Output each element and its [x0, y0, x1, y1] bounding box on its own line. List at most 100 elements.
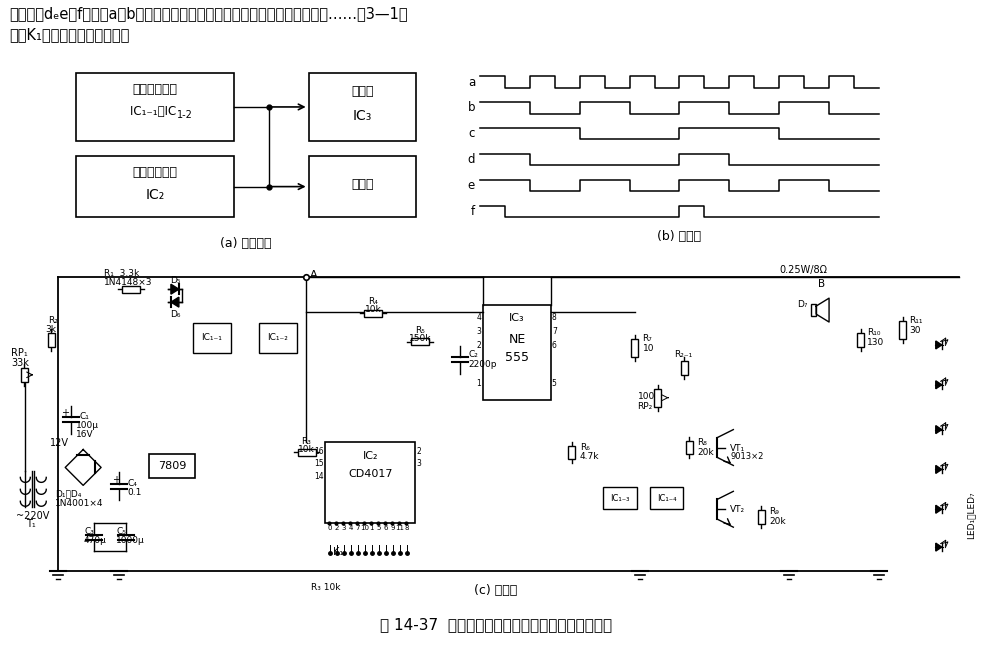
Text: 6: 6	[552, 341, 557, 350]
Text: K₁: K₁	[333, 547, 343, 557]
Text: 1N4148×3: 1N4148×3	[104, 278, 153, 288]
Text: CD4017: CD4017	[348, 469, 393, 479]
Text: R₃: R₃	[302, 436, 311, 446]
Text: 20k: 20k	[769, 517, 786, 527]
Text: c: c	[468, 127, 475, 140]
Text: 6: 6	[383, 525, 388, 531]
Text: R₆: R₆	[579, 442, 589, 452]
Text: d: d	[467, 153, 475, 166]
Text: 3: 3	[341, 525, 345, 531]
Text: 图 14-37  具有声光同步显示的重音电子节拍器电路: 图 14-37 具有声光同步显示的重音电子节拍器电路	[380, 617, 612, 632]
Text: 9013×2: 9013×2	[730, 452, 764, 461]
Text: 15: 15	[313, 459, 323, 469]
Bar	[568, 446, 575, 459]
Text: 拍。K₁置其他档的分析类同。: 拍。K₁置其他档的分析类同。	[9, 27, 130, 42]
Text: R₂₋₁: R₂₋₁	[675, 350, 692, 359]
Text: 30: 30	[909, 326, 921, 335]
Bar	[259, 323, 297, 353]
Text: IC₁₋₁: IC₁₋₁	[201, 333, 222, 343]
Text: NE: NE	[508, 333, 526, 346]
Bar	[603, 487, 637, 509]
Text: IC₁₋₃: IC₁₋₃	[610, 494, 629, 503]
Text: D₆: D₆	[170, 310, 181, 319]
Text: 7: 7	[552, 327, 557, 336]
Text: 0.25W/8Ω: 0.25W/8Ω	[779, 266, 827, 276]
Text: 的波形如dₑe和f为波形a和b光显示的脉冲。这样便产生出低、高、高、高、低……的3—1节: 的波形如dₑe和f为波形a和b光显示的脉冲。这样便产生出低、高、高、高、低……的…	[9, 7, 408, 21]
Text: 4.7k: 4.7k	[579, 452, 599, 461]
Text: R₄: R₄	[368, 297, 378, 306]
Bar	[857, 333, 864, 347]
Text: R₈: R₈	[697, 438, 707, 447]
Bar	[76, 156, 234, 218]
Text: C₅: C₅	[116, 527, 126, 537]
Text: 节拍脉冲发生: 节拍脉冲发生	[133, 83, 178, 96]
Bar	[758, 510, 765, 524]
Text: 5: 5	[552, 378, 557, 388]
Text: 12V: 12V	[50, 438, 68, 448]
Text: e: e	[468, 179, 475, 192]
Bar	[298, 449, 315, 456]
Bar	[309, 156, 417, 218]
Bar	[76, 73, 234, 141]
Text: 2: 2	[334, 525, 338, 531]
Text: C₃: C₃	[84, 527, 94, 537]
Text: b: b	[467, 102, 475, 114]
Text: 1-2: 1-2	[177, 110, 192, 120]
Text: D₅: D₅	[170, 276, 181, 286]
Bar	[483, 305, 551, 400]
Text: R₇: R₇	[643, 334, 653, 343]
Text: 100μ: 100μ	[76, 420, 99, 430]
Text: f: f	[471, 205, 475, 218]
Text: 10k: 10k	[299, 444, 314, 454]
Text: 33k: 33k	[11, 358, 29, 368]
Text: RP₂: RP₂	[638, 402, 653, 411]
Text: 2200p: 2200p	[468, 360, 497, 369]
Bar	[811, 304, 816, 316]
Text: R₅: R₅	[416, 326, 426, 335]
Polygon shape	[171, 297, 179, 307]
Text: 声显示: 声显示	[351, 85, 374, 98]
Bar	[149, 454, 194, 478]
Text: R₁₁: R₁₁	[909, 316, 923, 325]
Text: 0: 0	[327, 525, 331, 531]
Text: 0.1: 0.1	[127, 488, 142, 497]
Bar	[48, 333, 55, 347]
Bar	[309, 73, 417, 141]
Text: +: +	[62, 408, 69, 418]
Text: 8: 8	[552, 313, 557, 322]
Text: R₉: R₉	[769, 507, 779, 517]
Bar	[631, 339, 638, 357]
Bar	[192, 323, 231, 353]
Text: R₁  3.3k: R₁ 3.3k	[104, 270, 139, 278]
Text: 20k: 20k	[697, 448, 714, 457]
Bar	[650, 487, 683, 509]
Bar	[900, 321, 907, 339]
Text: C₂: C₂	[468, 350, 478, 359]
Text: 3k: 3k	[46, 325, 57, 334]
Text: 14: 14	[313, 472, 323, 481]
Text: D₇: D₇	[798, 300, 807, 309]
Text: 3: 3	[476, 327, 481, 336]
Text: 2: 2	[476, 341, 481, 350]
Text: 150k: 150k	[409, 334, 432, 343]
Text: IC₁₋₄: IC₁₋₄	[657, 494, 677, 503]
Text: IC₃: IC₃	[509, 313, 525, 323]
Text: 11: 11	[395, 525, 404, 531]
Polygon shape	[171, 284, 179, 294]
Text: 1: 1	[476, 378, 481, 388]
Text: 1: 1	[369, 525, 374, 531]
Text: 3: 3	[417, 459, 421, 469]
Text: R₂: R₂	[49, 316, 59, 325]
Text: C₄: C₄	[127, 479, 137, 489]
Bar	[685, 440, 693, 454]
Text: VT₁: VT₁	[730, 444, 745, 453]
Text: T₁: T₁	[27, 519, 36, 529]
Text: 16V: 16V	[76, 430, 94, 439]
Text: LED₁～LED₇: LED₁～LED₇	[966, 491, 975, 539]
Text: VT₂: VT₂	[730, 505, 745, 515]
Text: 470μ: 470μ	[83, 536, 106, 545]
Text: +: +	[112, 475, 120, 485]
Text: 节拍种类控制: 节拍种类控制	[133, 166, 178, 179]
Text: 10: 10	[643, 344, 654, 353]
Text: R₃ 10k: R₃ 10k	[310, 583, 340, 592]
